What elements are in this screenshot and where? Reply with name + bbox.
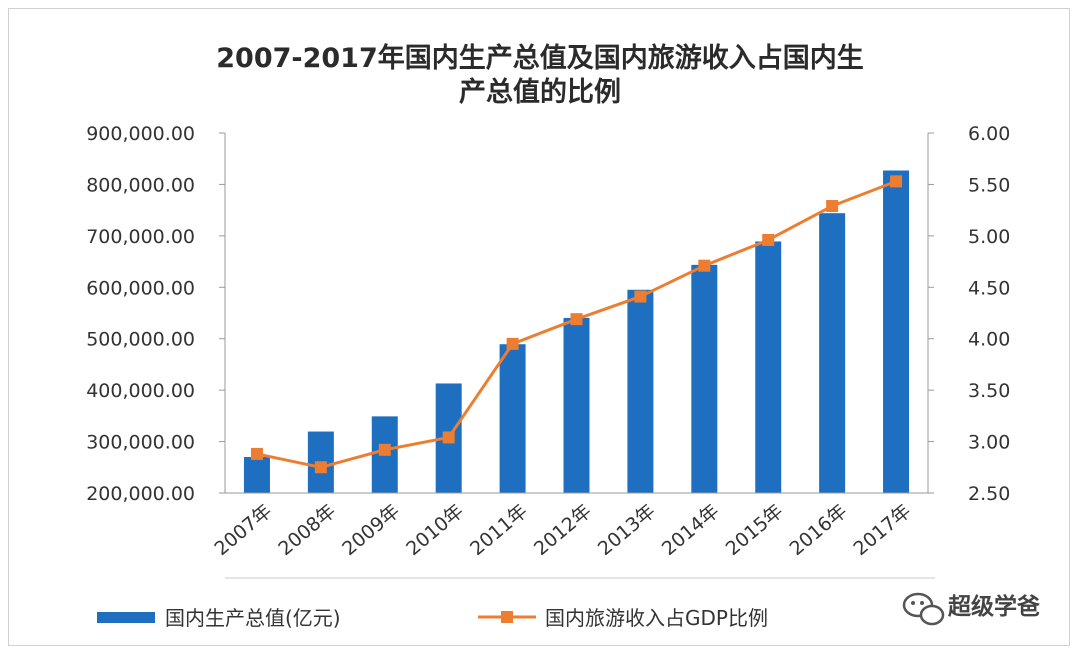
x-tick-label: 2008年 bbox=[274, 500, 340, 560]
right-tick-label: 6.00 bbox=[968, 123, 1010, 145]
left-y-axis: 200,000.00 300,000.00 400,000.00 500,000.00… bbox=[86, 123, 226, 505]
x-tick-label: 2007年 bbox=[210, 500, 276, 560]
right-tick-label: 2.50 bbox=[968, 483, 1010, 505]
x-tick-label: 2012年 bbox=[530, 500, 596, 560]
x-tick-label: 2016年 bbox=[786, 500, 852, 560]
left-tick-label: 900,000.00 bbox=[86, 123, 195, 145]
right-tick-label: 3.00 bbox=[968, 432, 1010, 454]
bar bbox=[243, 457, 270, 493]
left-tick-label: 700,000.00 bbox=[86, 226, 195, 248]
watermark: 超级学爸 bbox=[902, 592, 1040, 626]
line-point bbox=[762, 233, 775, 246]
x-tick-label: 2010年 bbox=[402, 500, 468, 560]
left-tick-label: 500,000.00 bbox=[86, 329, 195, 351]
bar bbox=[563, 317, 590, 493]
legend-line-label: 国内旅游收入占GDP比例 bbox=[545, 606, 768, 630]
bar bbox=[691, 264, 718, 493]
line-point bbox=[506, 337, 519, 350]
line-point bbox=[442, 431, 455, 444]
bar bbox=[499, 344, 526, 493]
chart-title-line-2: 产总值的比例 bbox=[459, 76, 621, 108]
x-tick-label: 2009年 bbox=[338, 500, 404, 560]
line-point bbox=[250, 447, 263, 460]
x-tick-label: 2017年 bbox=[850, 500, 916, 560]
x-axis: 2007年2008年2009年2010年2011年2012年2013年2014年… bbox=[210, 492, 928, 560]
right-y-axis: 2.50 3.00 3.50 4.00 4.50 5.00 5.50 6.00 bbox=[927, 123, 1010, 505]
bar bbox=[755, 241, 782, 493]
chart-frame bbox=[8, 8, 1070, 646]
left-tick-label: 300,000.00 bbox=[86, 432, 195, 454]
line-point bbox=[570, 313, 583, 326]
line-point bbox=[890, 175, 903, 188]
line-point bbox=[634, 290, 647, 303]
x-tick-label: 2015年 bbox=[722, 500, 788, 560]
legend: 国内生产总值(亿元) 国内旅游收入占GDP比例 bbox=[97, 606, 768, 630]
right-tick-label: 5.00 bbox=[968, 226, 1010, 248]
right-tick-label: 5.50 bbox=[968, 174, 1010, 196]
line-point bbox=[826, 200, 839, 213]
line-series bbox=[250, 175, 903, 474]
left-tick-label: 800,000.00 bbox=[86, 174, 195, 196]
left-tick-label: 600,000.00 bbox=[86, 277, 195, 299]
bar bbox=[627, 289, 654, 493]
right-tick-label: 3.50 bbox=[968, 380, 1010, 402]
wechat-icon bbox=[902, 592, 945, 626]
chart-title-line-1: 2007-2017年国内生产总值及国内旅游收入占国内生 bbox=[216, 42, 864, 74]
line-point bbox=[698, 259, 711, 272]
x-tick-label: 2014年 bbox=[658, 500, 724, 560]
watermark-text: 超级学爸 bbox=[948, 593, 1040, 620]
x-tick-label: 2013年 bbox=[594, 500, 660, 560]
bar bbox=[819, 213, 846, 494]
x-tick-label: 2011年 bbox=[466, 500, 532, 560]
bar bbox=[883, 170, 910, 493]
right-tick-label: 4.50 bbox=[968, 277, 1010, 299]
legend-line-marker bbox=[501, 611, 513, 623]
legend-bar-swatch bbox=[97, 612, 155, 623]
right-tick-label: 4.00 bbox=[968, 329, 1010, 351]
left-tick-label: 200,000.00 bbox=[86, 483, 195, 505]
line-point bbox=[314, 461, 327, 474]
legend-bar-label: 国内生产总值(亿元) bbox=[165, 606, 341, 630]
left-tick-label: 400,000.00 bbox=[86, 380, 195, 402]
line-point bbox=[378, 443, 391, 456]
